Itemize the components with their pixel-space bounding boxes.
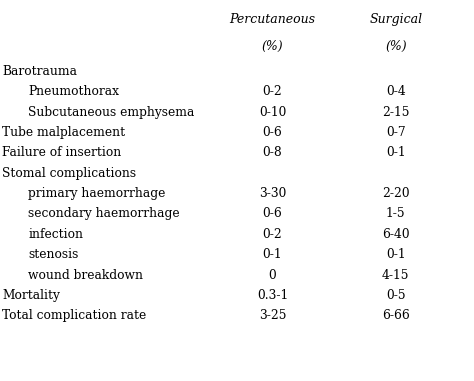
Text: 0-8: 0-8	[263, 146, 283, 159]
Text: Tube malplacement: Tube malplacement	[2, 126, 126, 139]
Text: primary haemorrhage: primary haemorrhage	[28, 187, 166, 200]
Text: Surgical: Surgical	[369, 13, 422, 26]
Text: 0-2: 0-2	[263, 228, 283, 241]
Text: 4-15: 4-15	[382, 269, 410, 282]
Text: 3-30: 3-30	[259, 187, 286, 200]
Text: 0-6: 0-6	[263, 208, 283, 221]
Text: 2-15: 2-15	[382, 106, 410, 118]
Text: 0-4: 0-4	[386, 85, 406, 98]
Text: 0-5: 0-5	[386, 289, 406, 302]
Text: Subcutaneous emphysema: Subcutaneous emphysema	[28, 106, 195, 118]
Text: secondary haemorrhage: secondary haemorrhage	[28, 208, 180, 221]
Text: 0-1: 0-1	[263, 248, 283, 261]
Text: 2-20: 2-20	[382, 187, 410, 200]
Text: 6-40: 6-40	[382, 228, 410, 241]
Text: 0-1: 0-1	[386, 248, 406, 261]
Text: Total complication rate: Total complication rate	[2, 309, 146, 322]
Text: Stomal complications: Stomal complications	[2, 167, 137, 180]
Text: 0-10: 0-10	[259, 106, 286, 118]
Text: (%): (%)	[385, 40, 407, 53]
Text: 1-5: 1-5	[386, 208, 406, 221]
Text: Mortality: Mortality	[2, 289, 60, 302]
Text: 0-7: 0-7	[386, 126, 406, 139]
Text: 0.3-1: 0.3-1	[257, 289, 288, 302]
Text: Failure of insertion: Failure of insertion	[2, 146, 122, 159]
Text: 6-66: 6-66	[382, 309, 410, 322]
Text: 0-1: 0-1	[386, 146, 406, 159]
Text: 0-6: 0-6	[263, 126, 283, 139]
Text: Pneumothorax: Pneumothorax	[28, 85, 119, 98]
Text: Barotrauma: Barotrauma	[2, 65, 77, 78]
Text: 0-2: 0-2	[263, 85, 283, 98]
Text: infection: infection	[28, 228, 83, 241]
Text: Percutaneous: Percutaneous	[229, 13, 316, 26]
Text: stenosis: stenosis	[28, 248, 79, 261]
Text: (%): (%)	[262, 40, 283, 53]
Text: 0: 0	[269, 269, 276, 282]
Text: 3-25: 3-25	[259, 309, 286, 322]
Text: wound breakdown: wound breakdown	[28, 269, 144, 282]
